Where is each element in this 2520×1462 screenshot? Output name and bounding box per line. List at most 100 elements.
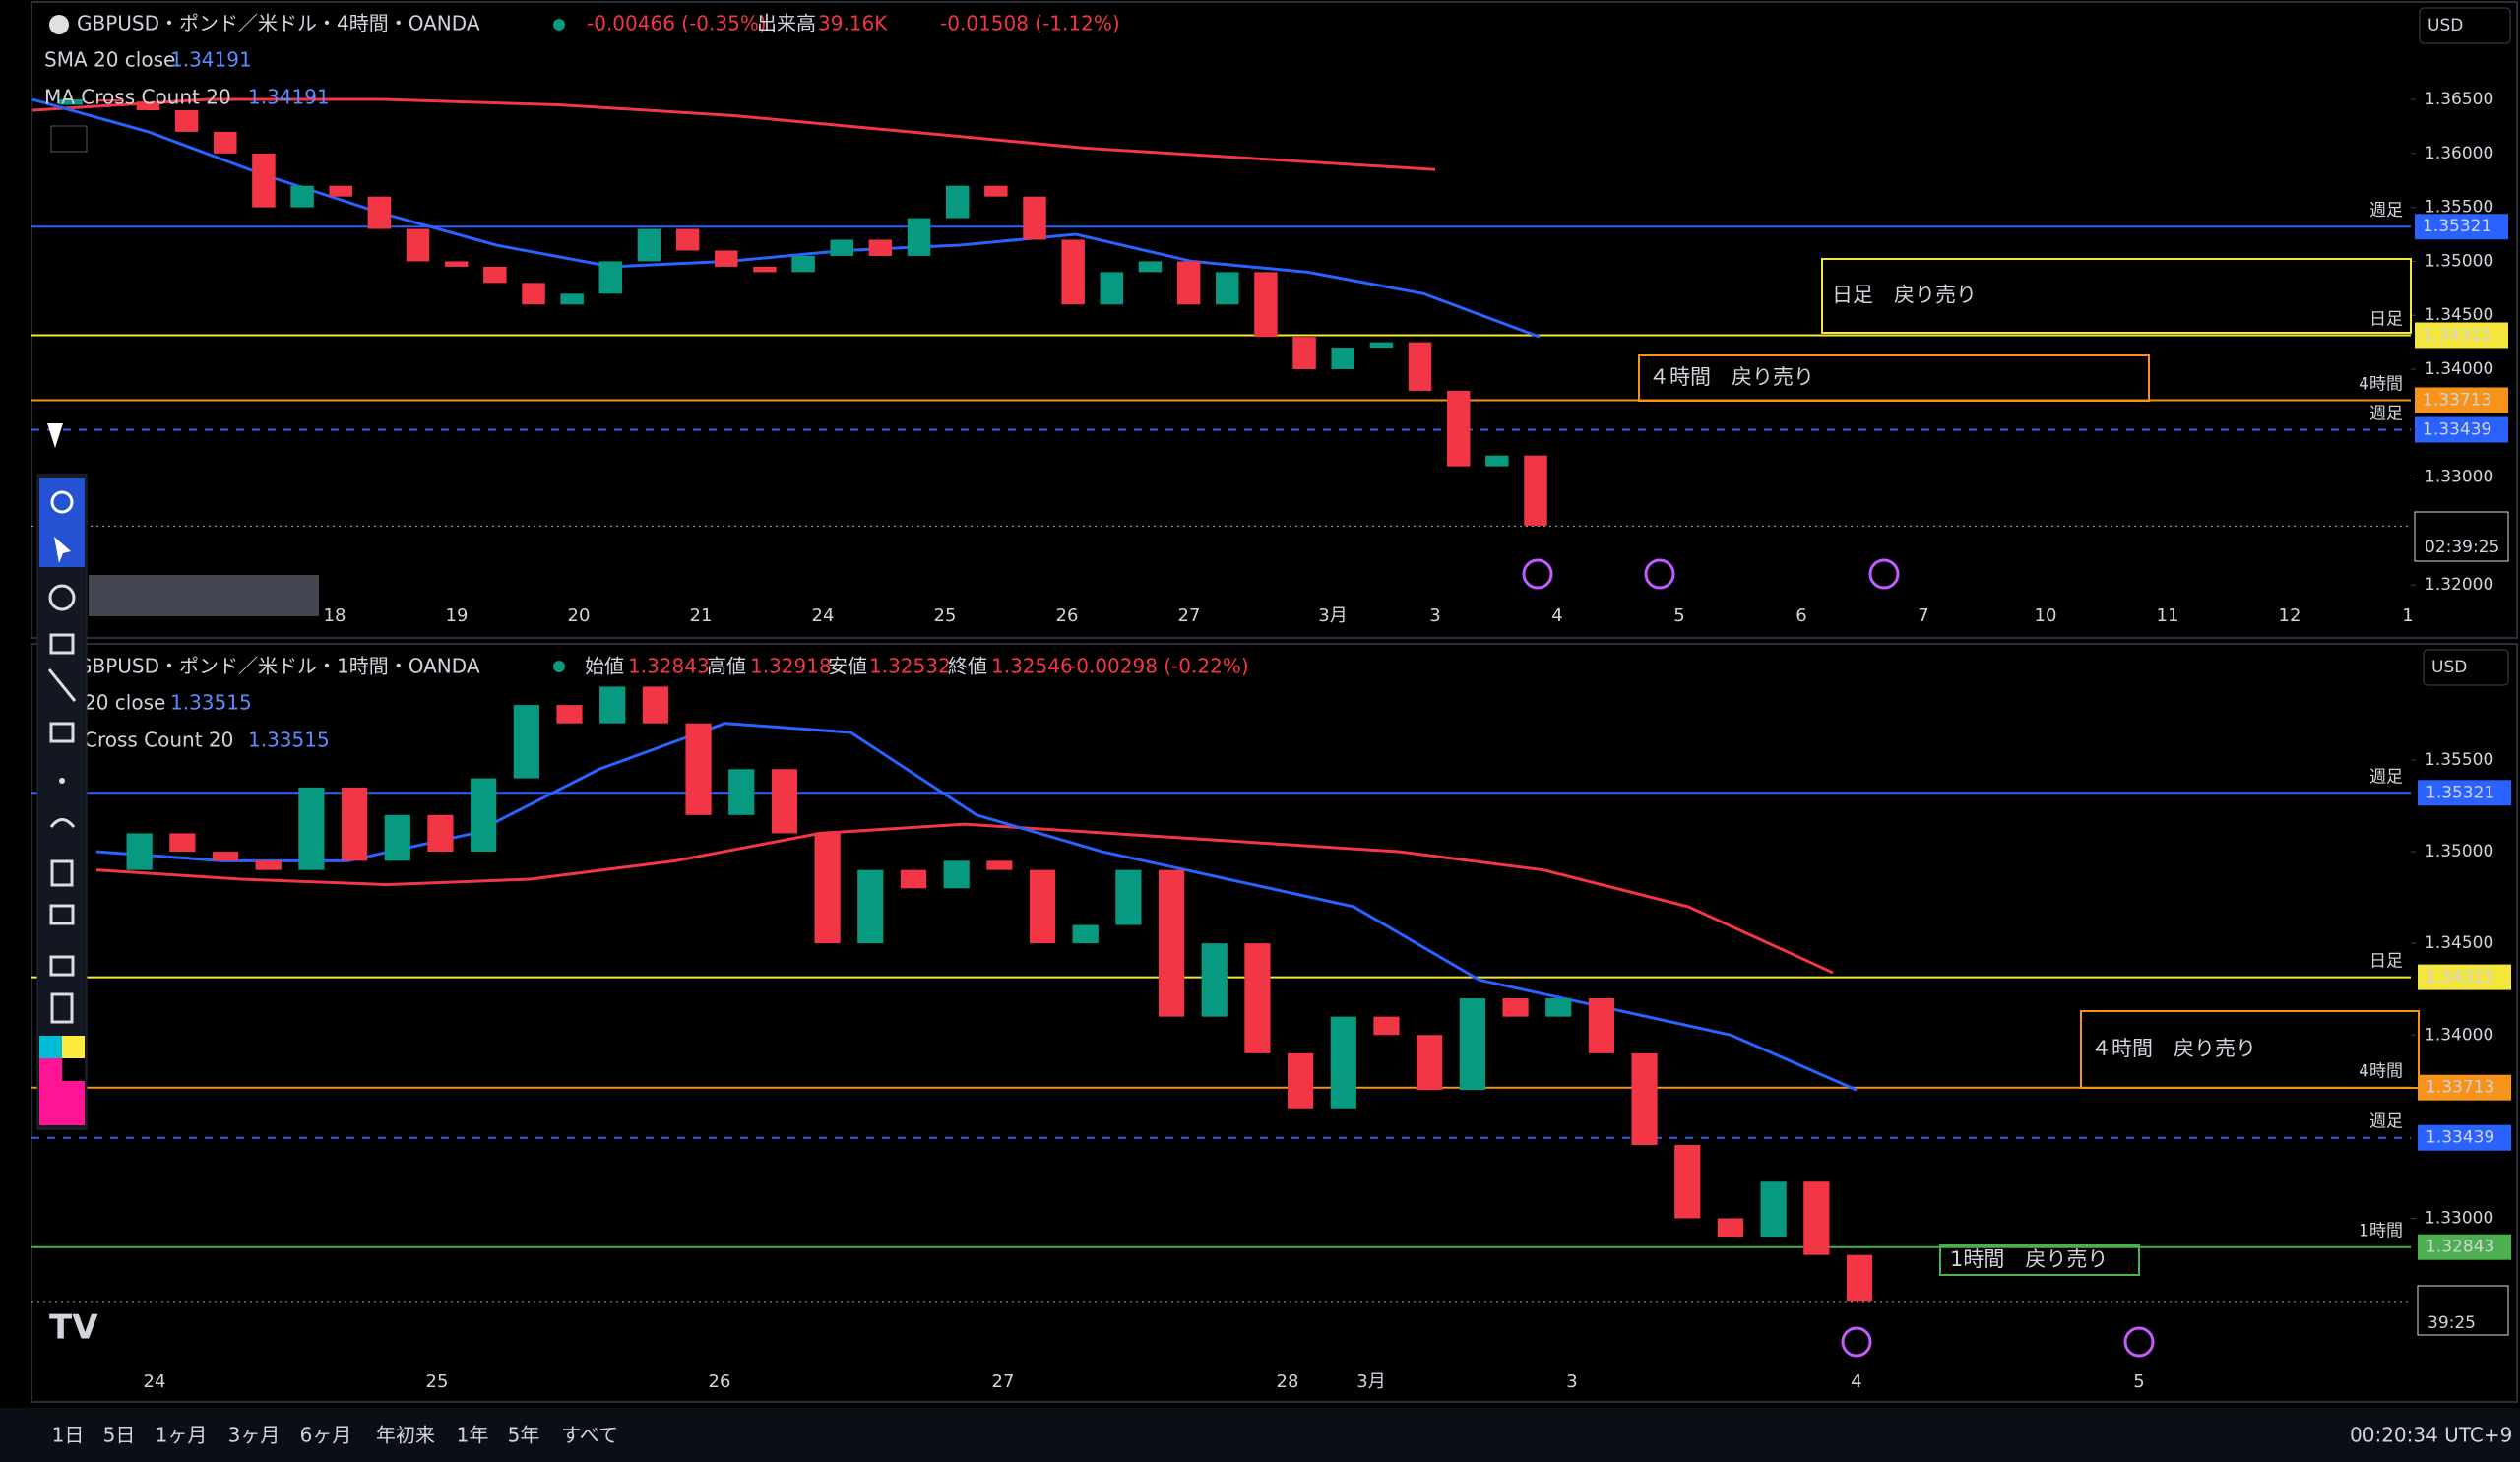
tool-eraser[interactable] (49, 722, 75, 743)
y-tick-label: 1.36000 (2425, 144, 2493, 163)
range-button[interactable]: 1年 (457, 1424, 489, 1447)
candle (715, 250, 738, 267)
close: 1.32546 (991, 655, 1073, 678)
annotation-text: 1時間 戻り売り (1950, 1247, 2108, 1271)
candle (1176, 261, 1201, 305)
drawing-toolbar (36, 474, 88, 1130)
color-swatch[interactable] (39, 1081, 85, 1125)
open-label: 始値 (585, 655, 624, 678)
level-tag (2415, 387, 2508, 413)
color-swatch[interactable] (62, 1036, 85, 1058)
range-button[interactable]: 年初来 (376, 1424, 435, 1447)
candle (427, 814, 454, 853)
candle (1417, 1035, 1443, 1091)
tool-cursor[interactable] (54, 537, 71, 563)
candle (136, 101, 160, 110)
range-button[interactable]: 1ヶ月 (156, 1424, 208, 1447)
event-icon[interactable] (1841, 1326, 1872, 1358)
candle (771, 769, 798, 834)
candle (1288, 1052, 1314, 1109)
x-tick-label: 19 (446, 605, 469, 626)
tool-clipboard[interactable] (50, 992, 74, 1024)
event-icon[interactable] (1868, 558, 1900, 590)
currency[interactable]: USD (2427, 16, 2463, 35)
range-button[interactable]: 5日 (103, 1424, 136, 1447)
currency-button[interactable] (2419, 7, 2511, 44)
candle (945, 185, 970, 219)
level-name: 週足 (2369, 404, 2403, 423)
range-button[interactable]: 1日 (52, 1424, 85, 1447)
candle (513, 705, 539, 779)
candle (1201, 943, 1228, 1017)
clock: 00:20:34 UTC+9 (2350, 1424, 2512, 1447)
magnet-options[interactable] (89, 575, 319, 616)
level-tag (2418, 1234, 2511, 1260)
candle (753, 266, 777, 273)
currency-button[interactable] (2423, 649, 2509, 686)
y-tick-label: 1.35500 (2425, 750, 2493, 770)
symbol-icon (49, 15, 69, 34)
candle (174, 110, 199, 132)
tool-line[interactable] (47, 668, 77, 702)
candle (522, 283, 545, 305)
candle (214, 131, 237, 154)
x-tick-label: 25 (934, 605, 957, 626)
candle (1292, 337, 1316, 370)
tool-undo[interactable] (49, 818, 76, 828)
candle (1138, 261, 1163, 273)
tool-trash[interactable] (50, 859, 74, 887)
y-tick-label: 1.34000 (2425, 1025, 2493, 1045)
y-tick-label: 1.35000 (2425, 251, 2493, 271)
y-tick-label: 1.34500 (2425, 933, 2493, 953)
indicator-name: 20 close (84, 691, 165, 715)
tool-template[interactable] (49, 904, 75, 925)
collapse-button[interactable] (50, 125, 88, 153)
tool-ruler[interactable] (49, 633, 75, 655)
range-button[interactable]: 3ヶ月 (228, 1424, 281, 1447)
candle (1158, 869, 1185, 1017)
currency[interactable]: USD (2431, 658, 2467, 677)
range-button[interactable]: 6ヶ月 (300, 1424, 352, 1447)
event-icon[interactable] (1522, 558, 1553, 590)
candle (444, 261, 469, 267)
event-icon[interactable] (2123, 1326, 2155, 1358)
x-tick-label: 26 (709, 1371, 731, 1392)
tool-camera[interactable] (49, 955, 75, 977)
x-tick-label: 3 (1429, 605, 1440, 626)
high-label: 高値 (707, 655, 746, 678)
top-panel-frame (31, 1, 2518, 639)
candle (1408, 342, 1432, 391)
candle (857, 869, 884, 944)
annotation-box (1821, 258, 2412, 334)
y-tick-label: 1.34000 (2425, 359, 2493, 379)
color-swatch[interactable] (39, 1036, 62, 1058)
range-button[interactable]: すべて (561, 1424, 618, 1447)
pen-icon[interactable] (47, 423, 63, 448)
candle (599, 686, 626, 724)
candle (685, 723, 712, 815)
range-button[interactable]: 5年 (508, 1424, 540, 1447)
y-tick-label: 1.33000 (2425, 1208, 2493, 1228)
candle (255, 860, 282, 870)
indicator-value: 1.33515 (248, 729, 330, 752)
level-name: 週足 (2369, 767, 2403, 787)
level-tag (2415, 416, 2508, 443)
color-swatch[interactable] (39, 1058, 62, 1081)
candle (406, 228, 430, 262)
x-tick-label: 12 (2279, 605, 2301, 626)
level-name: 1時間 (2359, 1222, 2403, 1241)
indicator-value: 1.33515 (170, 691, 252, 715)
x-tick-label: 21 (690, 605, 713, 626)
tool-magnet[interactable] (48, 584, 76, 611)
candle (1254, 272, 1278, 338)
color-swatch[interactable] (62, 1058, 85, 1081)
x-tick-label: 4 (1551, 605, 1562, 626)
tool-eye[interactable] (50, 490, 74, 514)
tool-dot[interactable] (59, 778, 65, 784)
indicator-name: Cross Count 20 (84, 729, 233, 752)
event-icon[interactable] (1644, 558, 1675, 590)
x-tick-label: 11 (2157, 605, 2179, 626)
open: 1.32843 (628, 655, 710, 678)
candle (868, 239, 893, 256)
candle (943, 860, 970, 889)
